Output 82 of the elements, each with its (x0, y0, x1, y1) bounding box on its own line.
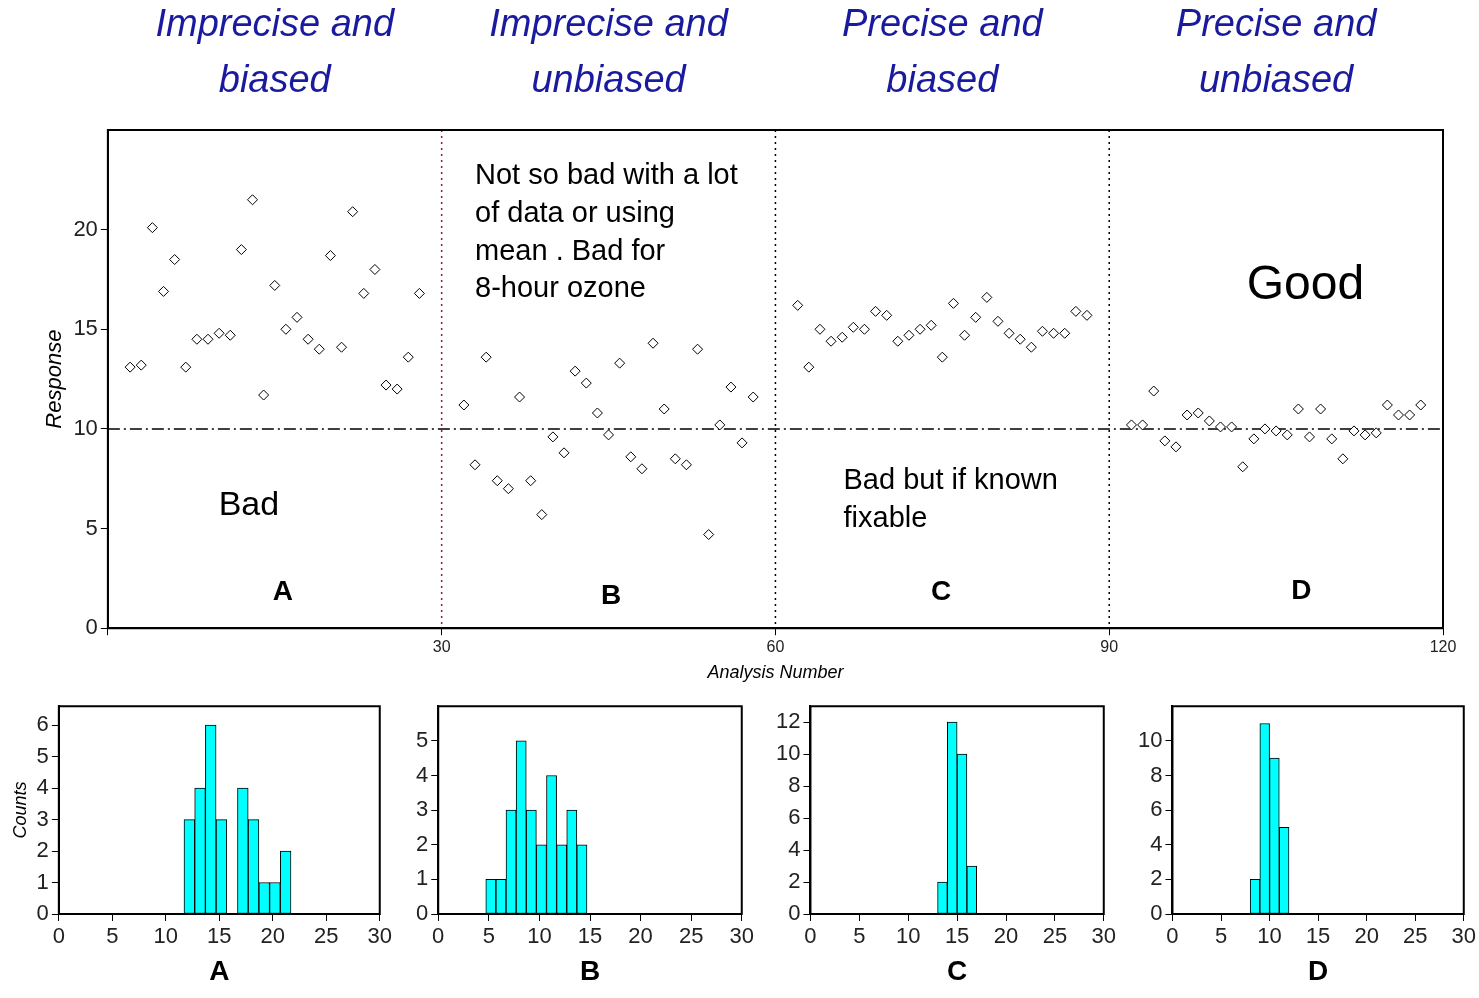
x-tick-label: 60 (766, 638, 785, 656)
y-tick-label: 6 (1150, 796, 1163, 822)
y-axis-title: Counts (9, 781, 30, 839)
y-tick-label: 2 (788, 868, 801, 894)
x-tick-label: 15 (577, 923, 603, 949)
x-axis-title: B (579, 954, 601, 986)
y-tick-label: 6 (788, 804, 801, 830)
x-tick-label: 15 (944, 923, 970, 949)
x-axis-title: A (209, 954, 230, 986)
y-tick-label: 2 (415, 830, 429, 856)
y-tick-label: 10 (775, 740, 801, 766)
x-tick-label: 10 (895, 923, 921, 949)
annotation: Not so bad with a lot of data or using mean . Bad for 8-hour ozone (475, 158, 738, 304)
x-tick-label: 30 (1451, 923, 1477, 949)
x-axis-title: C (947, 954, 968, 986)
y-tick-label: 2 (36, 837, 49, 863)
y-tick-label: 5 (85, 514, 98, 540)
annotation: Bad (218, 484, 280, 523)
x-tick-label: 5 (482, 923, 495, 949)
text: Precise and unbiased (1175, 1, 1379, 100)
x-tick-label: 10 (153, 923, 179, 949)
y-tick-label: 10 (1137, 726, 1163, 752)
y-tick-label: 1 (36, 868, 49, 894)
y-tick-label: 10 (73, 414, 98, 440)
annotation: Good (1246, 255, 1365, 309)
annotation: D (1291, 574, 1312, 606)
y-tick-label: 5 (36, 742, 49, 768)
y-tick-label: 4 (1150, 830, 1163, 856)
x-tick-label: 15 (1305, 923, 1331, 949)
x-tick-label: 0 (52, 923, 65, 949)
y-tick-label: 5 (415, 726, 429, 752)
x-tick-label: 30 (729, 923, 755, 949)
y-tick-label: 2 (1150, 865, 1163, 891)
x-tick-label: 5 (1214, 923, 1228, 949)
x-tick-label: 5 (106, 923, 119, 949)
y-axis-title: Response (41, 329, 67, 429)
y-tick-label: 8 (1150, 761, 1163, 787)
x-axis-title: D (1308, 954, 1329, 986)
x-tick-label: 90 (1100, 638, 1119, 656)
x-tick-label: 0 (1166, 923, 1179, 949)
y-tick-label: 15 (73, 315, 98, 341)
x-tick-label: 0 (804, 923, 817, 949)
annotation: Bad but if known fixable (843, 463, 1058, 533)
y-tick-label: 4 (788, 836, 801, 862)
y-tick-label: 0 (415, 900, 429, 926)
x-tick-label: 20 (260, 923, 286, 949)
x-tick-label: 5 (853, 923, 866, 949)
text: Imprecise and biased (155, 1, 396, 100)
x-tick-label: 10 (527, 923, 552, 949)
y-tick-label: 4 (415, 761, 429, 787)
y-tick-label: 0 (85, 614, 98, 640)
x-tick-label: 25 (1042, 923, 1068, 949)
x-tick-label: 25 (678, 923, 704, 949)
x-tick-label: 30 (367, 923, 393, 949)
text: Imprecise and unbiased (489, 1, 730, 100)
x-tick-label: 30 (1091, 923, 1117, 949)
x-axis-title: Analysis Number (706, 662, 845, 683)
y-tick-label: 4 (36, 774, 49, 800)
x-tick-label: 20 (628, 923, 653, 949)
text: Precise and biased (841, 1, 1045, 100)
y-tick-label: 0 (1150, 900, 1163, 926)
y-tick-label: 6 (36, 711, 49, 737)
y-tick-label: 12 (775, 708, 801, 734)
y-tick-label: 20 (73, 215, 98, 241)
x-tick-label: 15 (207, 923, 232, 949)
y-tick-label: 1 (415, 865, 429, 891)
x-tick-label: 20 (993, 923, 1019, 949)
x-tick-label: 0 (432, 923, 445, 949)
x-tick-label: 120 (1429, 638, 1457, 656)
y-tick-label: 3 (415, 796, 429, 822)
annotation: C (930, 575, 952, 607)
x-tick-label: 25 (314, 923, 339, 949)
x-tick-label: 25 (1402, 923, 1428, 949)
y-tick-label: 0 (788, 900, 801, 926)
annotation: A (272, 575, 293, 607)
x-tick-label: 10 (1257, 923, 1282, 949)
annotation: B (601, 579, 622, 611)
y-tick-label: 0 (36, 900, 49, 926)
y-tick-label: 8 (788, 772, 801, 798)
x-tick-label: 30 (432, 638, 451, 656)
x-tick-label: 20 (1354, 923, 1379, 949)
y-tick-label: 3 (36, 805, 49, 831)
